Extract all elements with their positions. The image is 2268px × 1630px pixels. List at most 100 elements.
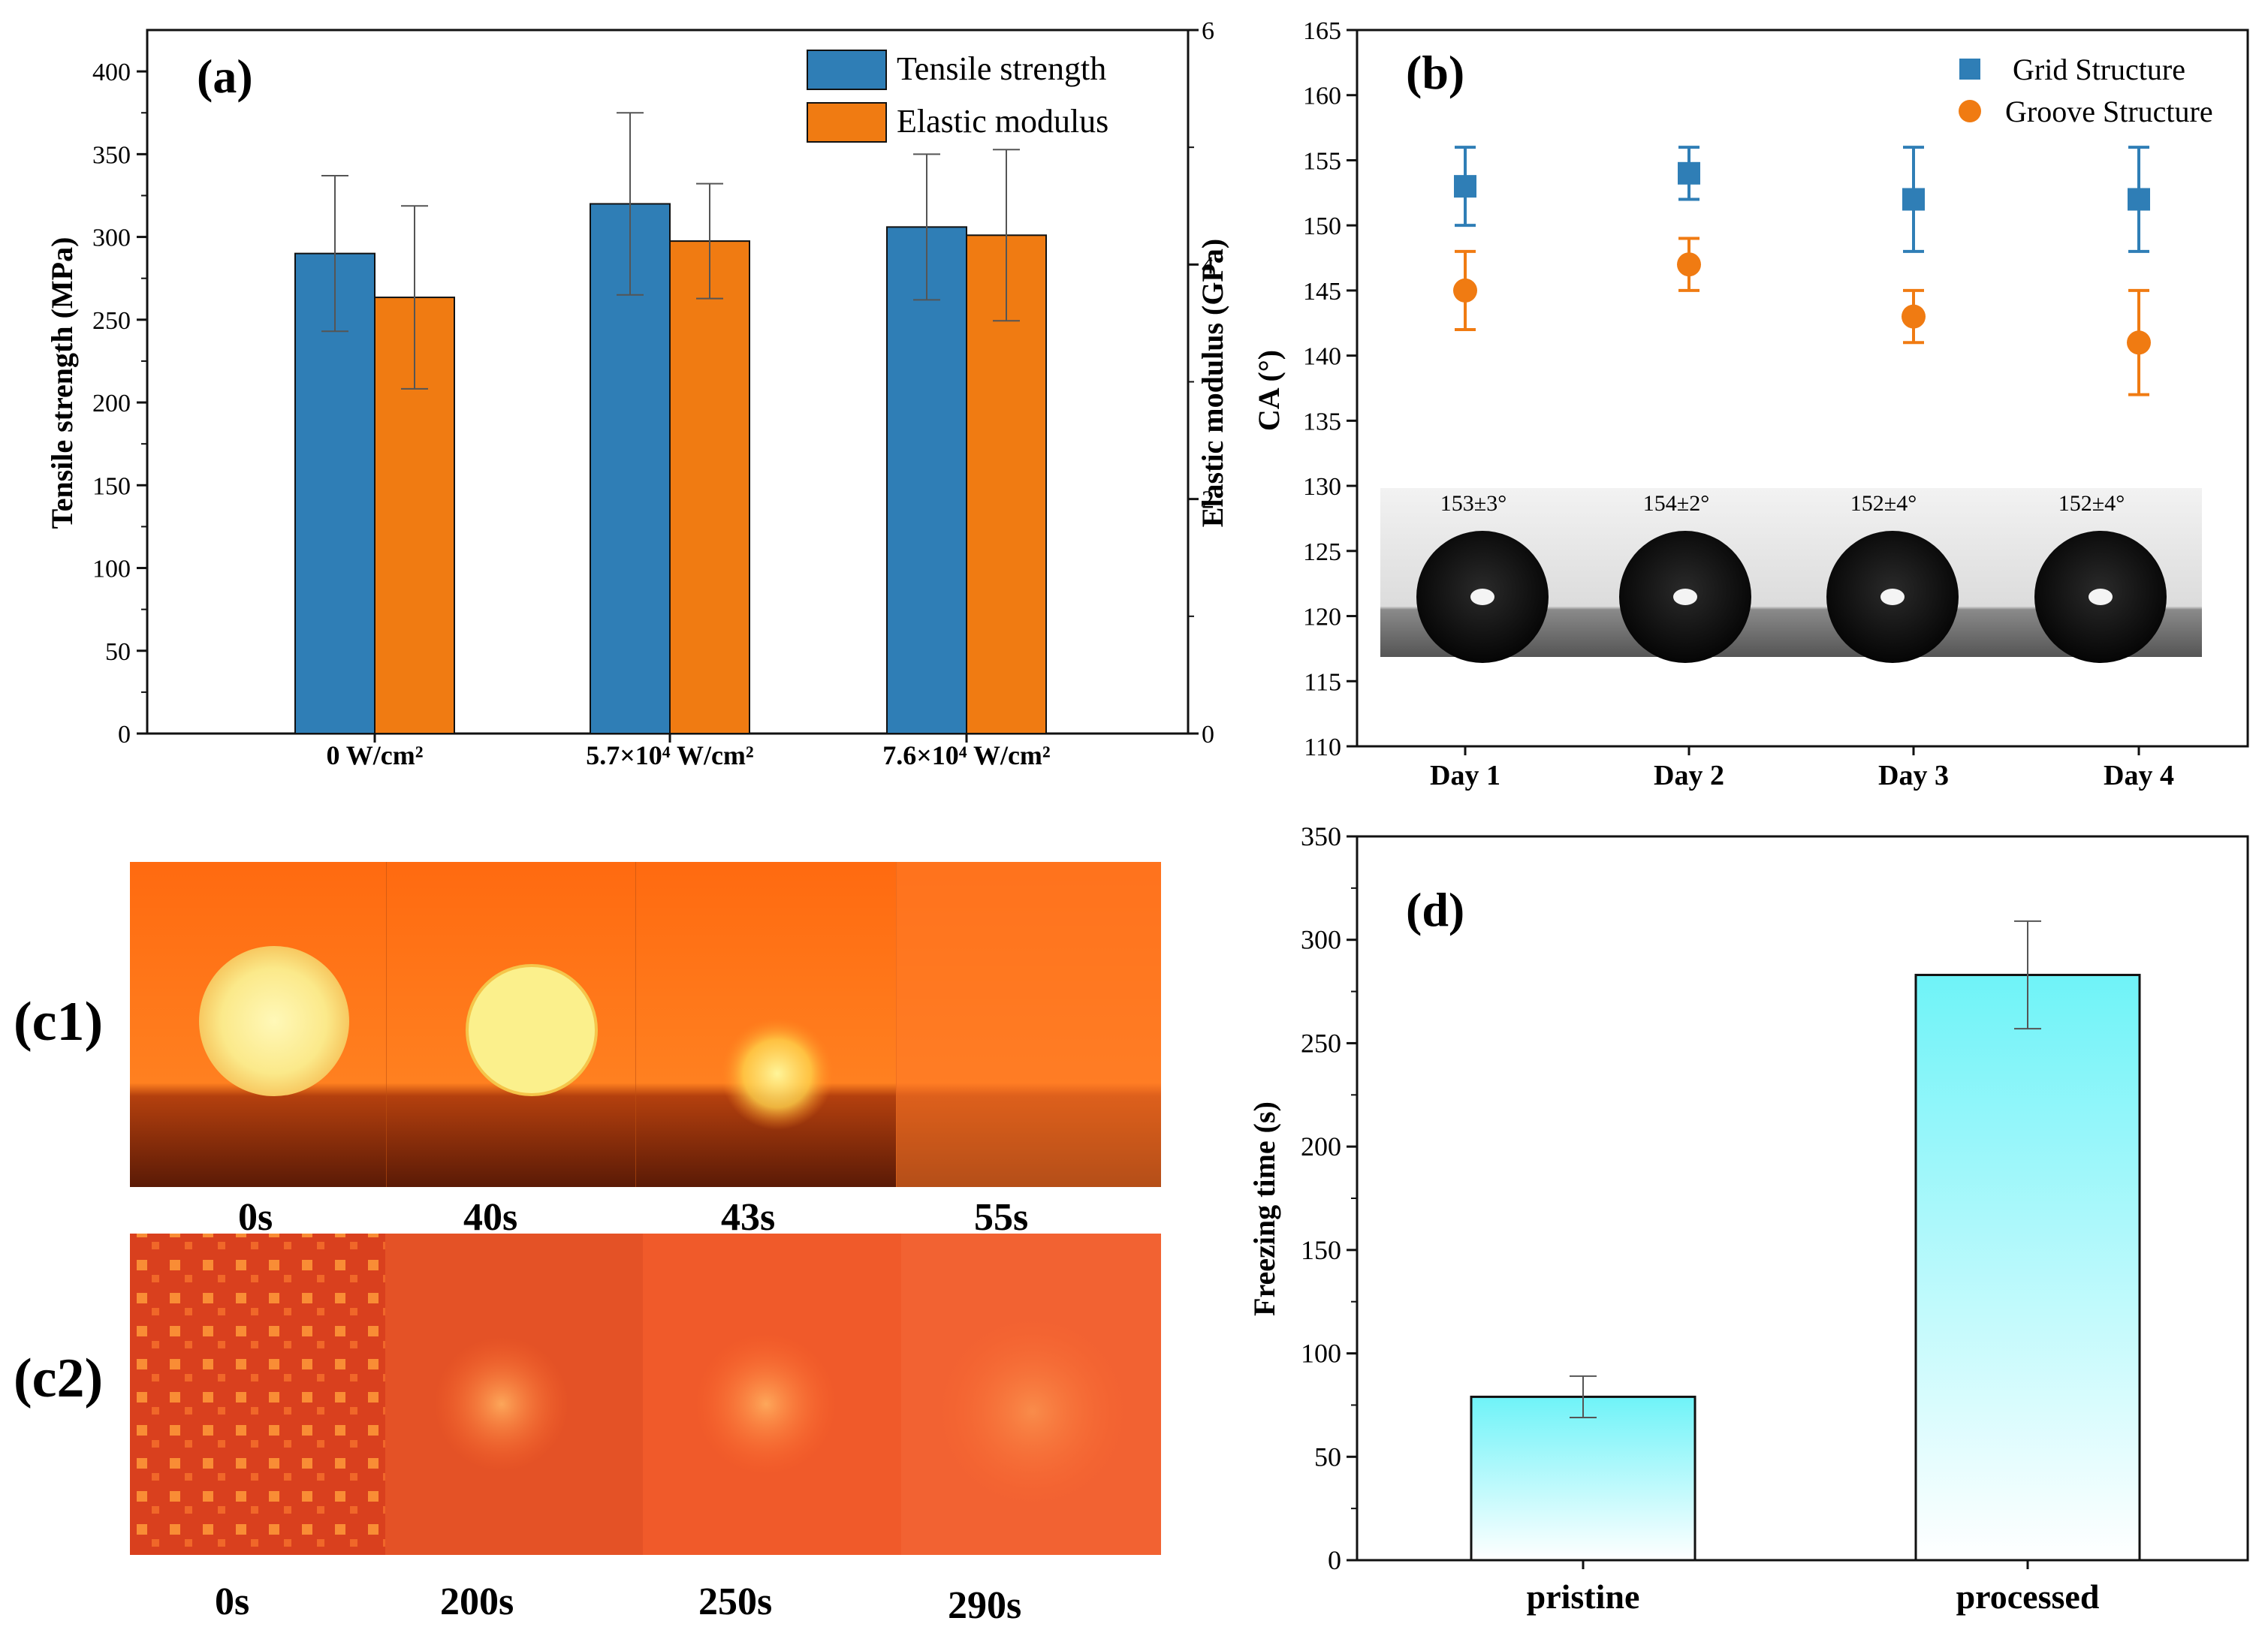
droplet-photo-1: 154±2° <box>1585 488 1786 663</box>
errorbar-tensile-1 <box>617 112 644 296</box>
y-tick-label-d-3: 150 <box>1301 1235 1341 1265</box>
y-tick-label-d-2: 100 <box>1301 1339 1341 1369</box>
legend-label-tensile: Tensile strength <box>897 50 1106 87</box>
y-tick-label-a-7: 350 <box>92 141 131 169</box>
y-tick-label-a-3: 150 <box>92 472 131 500</box>
errorbar-elastic-2 <box>993 149 1020 322</box>
y-tick-label-b-6: 140 <box>1303 343 1341 371</box>
groove-point-3 <box>2127 288 2151 396</box>
legend-marker-groove <box>1959 100 1981 122</box>
bar-freezing-0 <box>1470 1395 1696 1562</box>
y-tick-label-right-a-3: 6 <box>1202 17 1214 45</box>
droplet-insets: 153±3° 154±2° 152±4° 152±4° <box>1380 488 2202 663</box>
y-tick-label-d-1: 50 <box>1314 1442 1341 1472</box>
panel-label-b: (b) <box>1406 46 1464 99</box>
y-tick-label-b-2: 120 <box>1303 604 1341 631</box>
y-tick-label-b-10: 160 <box>1303 83 1341 110</box>
legend-a: Tensile strength Elastic modulus <box>807 50 1108 143</box>
y-tick-label-right-a-0: 0 <box>1202 721 1214 749</box>
y-tick-label-right-a-1: 2 <box>1202 487 1214 514</box>
y-tick-label-a-0: 0 <box>118 721 131 749</box>
y-tick-label-b-8: 150 <box>1303 212 1341 240</box>
y-tick-label-b-1: 115 <box>1304 668 1341 696</box>
groove-point-1 <box>1677 237 1701 292</box>
legend-label-grid: Grid Structure <box>2013 53 2185 86</box>
c1-time-3: 55s <box>974 1196 1028 1239</box>
droplet-angle-label-0: 153±3° <box>1440 491 1506 516</box>
c2-time-3: 290s <box>948 1584 1021 1627</box>
y-tick-label-b-3: 125 <box>1303 538 1341 566</box>
legend-b: Grid Structure Groove Structure <box>1959 53 2213 128</box>
legend-label-elastic: Elastic modulus <box>897 103 1108 140</box>
panel-label-c1: (c1) <box>14 991 103 1053</box>
errorbar-tensile-2 <box>913 153 940 301</box>
bar-elastic-1 <box>669 240 750 735</box>
x-tick-label-b-1: Day 2 <box>1654 760 1724 791</box>
y-tick-label-b-4: 130 <box>1303 473 1341 501</box>
c1-droplet-40s <box>466 964 598 1096</box>
y-tick-label-a-5: 250 <box>92 307 131 335</box>
c1-photo-strip <box>130 862 1161 1187</box>
x-tick-label-b-0: Day 1 <box>1430 760 1500 791</box>
legend-swatch-tensile <box>807 50 887 90</box>
y-tick-label-d-4: 200 <box>1301 1131 1341 1161</box>
groove-point-2 <box>1902 288 1926 345</box>
x-tick-label-a-2: 7.6×10⁴ W/cm² <box>882 740 1050 770</box>
x-tick-label-b-3: Day 4 <box>2104 760 2174 791</box>
bar-tensile-2 <box>886 226 967 734</box>
y-tick-label-b-9: 155 <box>1303 147 1341 175</box>
y-tick-label-b-11: 165 <box>1303 17 1341 45</box>
grid-point-2 <box>1902 146 1925 253</box>
panel-c-photos: (c1) (c2) 0s 40s 43s 55s 0s <box>14 862 1161 1627</box>
y-tick-label-d-5: 250 <box>1301 1028 1341 1058</box>
c2-time-1: 200s <box>440 1580 514 1623</box>
y-tick-label-b-0: 110 <box>1304 734 1341 761</box>
y-axis-right-label-a: Elastic modulus (GPa) <box>1196 239 1229 527</box>
grid-point-1 <box>1678 146 1700 201</box>
y-axis-label-d: Freezing time (s) <box>1247 1101 1281 1316</box>
y-tick-label-a-4: 200 <box>92 390 131 417</box>
panel-label-d: (d) <box>1406 883 1464 936</box>
y-tick-label-b-5: 135 <box>1303 408 1341 435</box>
c1-droplet-0s <box>199 946 349 1096</box>
grid-point-0 <box>1454 146 1476 227</box>
errorbar-tensile-0 <box>321 175 348 333</box>
errorbar-freezing-0 <box>1570 1375 1597 1418</box>
droplet-photo-0: 153±3° <box>1380 488 1585 663</box>
c2-time-2: 250s <box>698 1580 772 1623</box>
y-tick-label-d-6: 300 <box>1301 925 1341 955</box>
y-tick-label-a-2: 100 <box>92 556 131 583</box>
y-tick-label-a-1: 50 <box>105 638 131 666</box>
x-tick-label-a-0: 0 W/cm² <box>326 740 423 770</box>
y-tick-label-d-7: 350 <box>1301 821 1341 851</box>
c1-frame-55s <box>896 862 1161 1187</box>
c1-time-2: 43s <box>721 1196 775 1239</box>
panel-label-a: (a) <box>197 50 253 103</box>
c2-frame-0s-grid <box>130 1234 385 1555</box>
c1-time-0: 0s <box>238 1196 273 1239</box>
y-tick-label-d-0: 0 <box>1328 1545 1341 1575</box>
x-tick-label-d-0: pristine <box>1527 1577 1640 1616</box>
plot-frame-b <box>1356 29 2249 748</box>
y-axis-label-a: Tensile strength (MPa) <box>45 237 79 529</box>
grid-point-3 <box>2128 146 2150 253</box>
x-tick-label-d-1: processed <box>1956 1577 2100 1616</box>
x-tick-label-a-1: 5.7×10⁴ W/cm² <box>586 740 753 770</box>
legend-label-groove: Groove Structure <box>2005 95 2213 128</box>
errorbar-elastic-1 <box>696 182 723 300</box>
panel-b: 153±3° 154±2° 152±4° 152±4° 110 115 120 125 130… <box>1252 17 2249 791</box>
errorbar-elastic-0 <box>401 205 428 390</box>
c2-time-0: 0s <box>215 1580 249 1623</box>
groove-point-0 <box>1453 249 1477 331</box>
y-tick-label-b-7: 145 <box>1303 278 1341 306</box>
y-tick-label-a-8: 400 <box>92 59 131 86</box>
y-tick-label-a-6: 300 <box>92 224 131 252</box>
panel-a: 0 50 100 150 200 250 300 350 400 0 2 4 6 0 W/cm² 5.7… <box>45 17 1229 770</box>
legend-swatch-elastic <box>807 102 887 143</box>
y-axis-label-b: CA (°) <box>1252 350 1286 431</box>
droplet-angle-label-3: 152±4° <box>2058 491 2125 516</box>
c1-droplet-43s <box>721 1017 834 1130</box>
legend-marker-grid <box>1959 59 1980 80</box>
